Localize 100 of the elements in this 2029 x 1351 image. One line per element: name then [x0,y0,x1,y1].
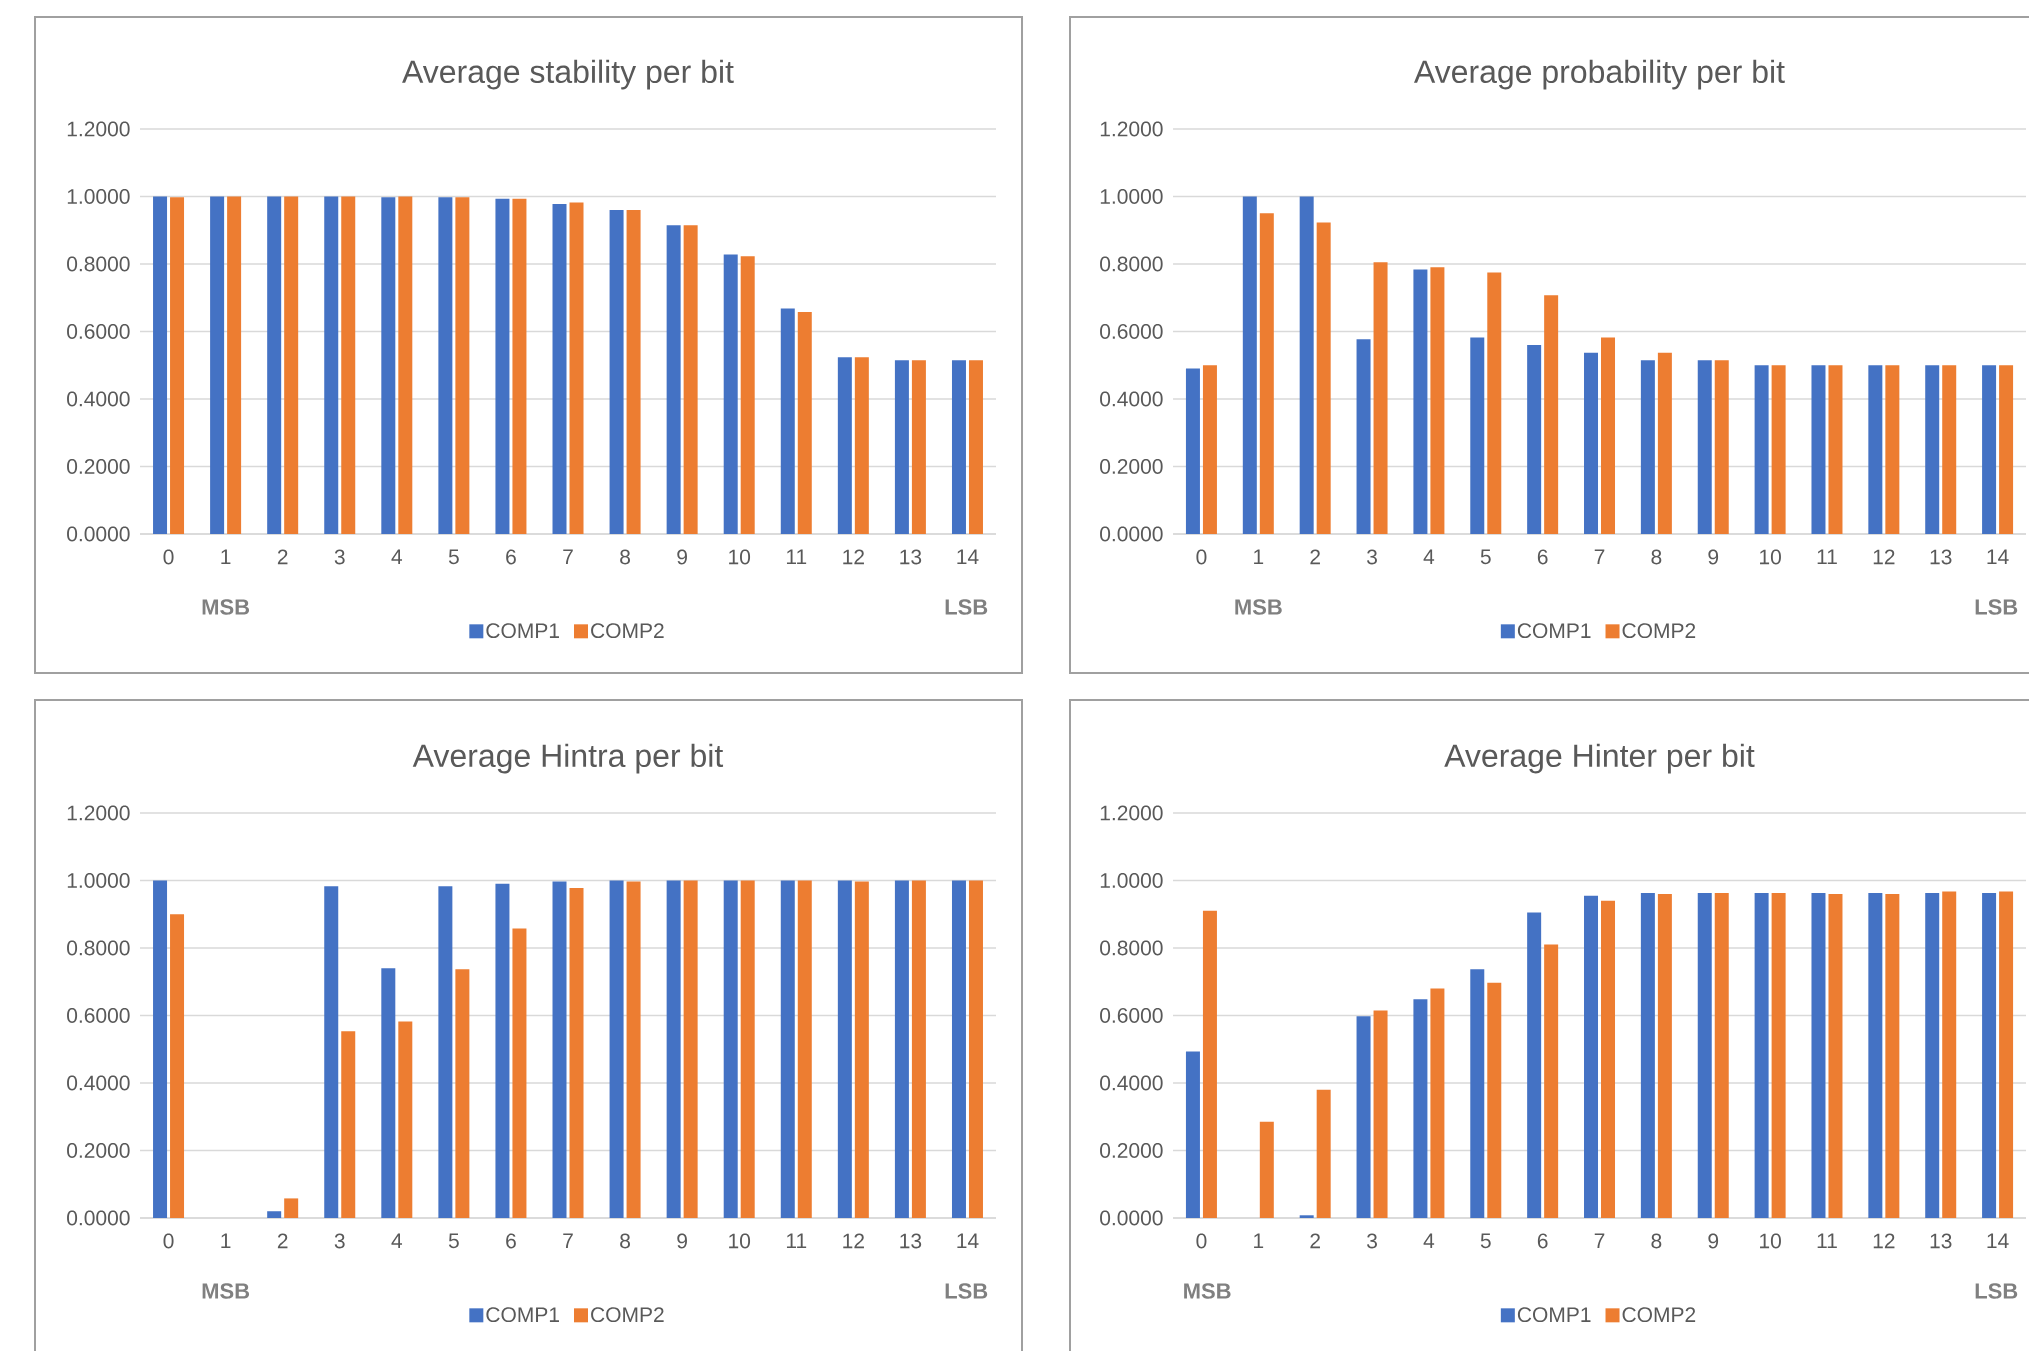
bar [1982,892,1997,1218]
bar [1430,988,1445,1218]
x-tick-label: 2 [277,1233,288,1249]
bar [740,256,755,534]
bar [1999,365,2014,534]
bar [1430,267,1445,534]
y-tick-label: 1.2000 [67,805,130,821]
x-tick-label: 12 [1873,549,1895,565]
x-tick-label: 7 [563,549,573,564]
bar [894,880,909,1218]
bar [1942,891,1957,1218]
x-tick-label: 4 [1423,1233,1435,1248]
bar [1316,1089,1331,1218]
y-tick-label: 1.2000 [67,121,130,137]
y-tick-label: 0.0000 [1100,1210,1163,1226]
bar [911,880,926,1218]
x-tick-label: 9 [1708,1233,1719,1249]
bar [968,360,983,534]
x-tick-label: 0 [1196,549,1207,565]
chart-title: Average Hinter per bit [1444,743,1755,774]
bar [267,1211,282,1218]
y-tick-label: 0.6000 [1100,324,1163,339]
bar [1356,339,1371,534]
y-tick-label: 1.0000 [1100,189,1163,204]
x-tick-label: 10 [1760,1233,1781,1249]
text: MSB [1184,1283,1231,1299]
bar [227,196,242,534]
bar [951,880,966,1218]
y-tick-label: 0.6000 [67,324,130,339]
bar [1657,893,1672,1218]
bar [1584,895,1599,1218]
bar [1771,365,1786,534]
y-tick-label: 0.6000 [1100,1008,1163,1023]
bar [1697,892,1712,1218]
x-tick-label: 7 [563,1233,573,1248]
x-tick-label: 12 [843,1233,864,1249]
bar [1811,892,1826,1218]
x-tick-label: 6 [506,549,516,565]
x-tick-label: 13 [1930,1233,1952,1249]
x-tick-label: 5 [1480,1233,1491,1249]
bar [267,196,282,534]
bar [1373,1010,1388,1218]
legend-label: COMP2 [1622,1307,1696,1323]
bar [723,254,738,534]
y-tick-label: 0.8000 [1100,940,1163,956]
bar [1754,892,1769,1218]
bar [1373,262,1388,534]
x-tick-label: 7 [1594,549,1605,564]
bar [1202,910,1217,1218]
x-tick-label: 9 [1708,549,1719,565]
bar [455,969,470,1218]
x-tick-label: 13 [900,1233,922,1249]
bar [495,198,510,534]
bar [951,360,966,534]
bar [1942,365,1957,534]
text: MSB [202,599,250,615]
x-tick-label: 5 [1480,549,1491,565]
y-tick-label: 0.6000 [67,1008,130,1023]
x-tick-label: 11 [1817,1233,1837,1248]
bar [1242,196,1257,534]
y-tick-label: 1.0000 [1100,873,1163,888]
bar [666,225,681,534]
bar [552,881,567,1218]
y-tick-label: 0.8000 [1100,256,1163,272]
x-tick-label: 12 [843,549,864,565]
chart-title: Average probability per bit [1413,59,1785,90]
bar [1544,295,1559,534]
bar [1868,892,1883,1218]
bar [1259,1121,1274,1218]
bar [1640,892,1655,1218]
bar [552,203,567,534]
x-tick-label: 7 [1594,1233,1605,1248]
bar [1470,969,1485,1218]
bar [780,308,795,534]
bar [797,880,812,1218]
x-tick-label: 1 [221,1233,231,1248]
bar [438,886,453,1218]
x-tick-label: 0 [163,549,174,565]
x-tick-label: 14 [1987,1233,2009,1248]
x-tick-label: 11 [1817,549,1837,564]
bar [1811,365,1826,534]
x-tick-label: 9 [677,549,687,565]
bar [1640,360,1655,534]
x-tick-label: 3 [1367,549,1377,565]
y-tick-label: 0.2000 [67,459,130,474]
x-tick-label: 1 [221,549,231,564]
y-tick-label: 0.8000 [67,256,130,272]
bar [1487,272,1502,534]
bar [1714,360,1729,534]
text: LSB [945,1283,988,1299]
bar [1982,365,1997,534]
bar [1356,1016,1371,1218]
bar [341,196,356,534]
bar [381,197,396,534]
y-tick-label: 0.4000 [67,1075,130,1091]
text: MSB [1235,599,1282,615]
x-tick-label: 14 [957,549,979,564]
x-tick-label: 0 [1196,1233,1207,1249]
bar [1999,891,2014,1218]
x-tick-label: 10 [729,549,751,565]
